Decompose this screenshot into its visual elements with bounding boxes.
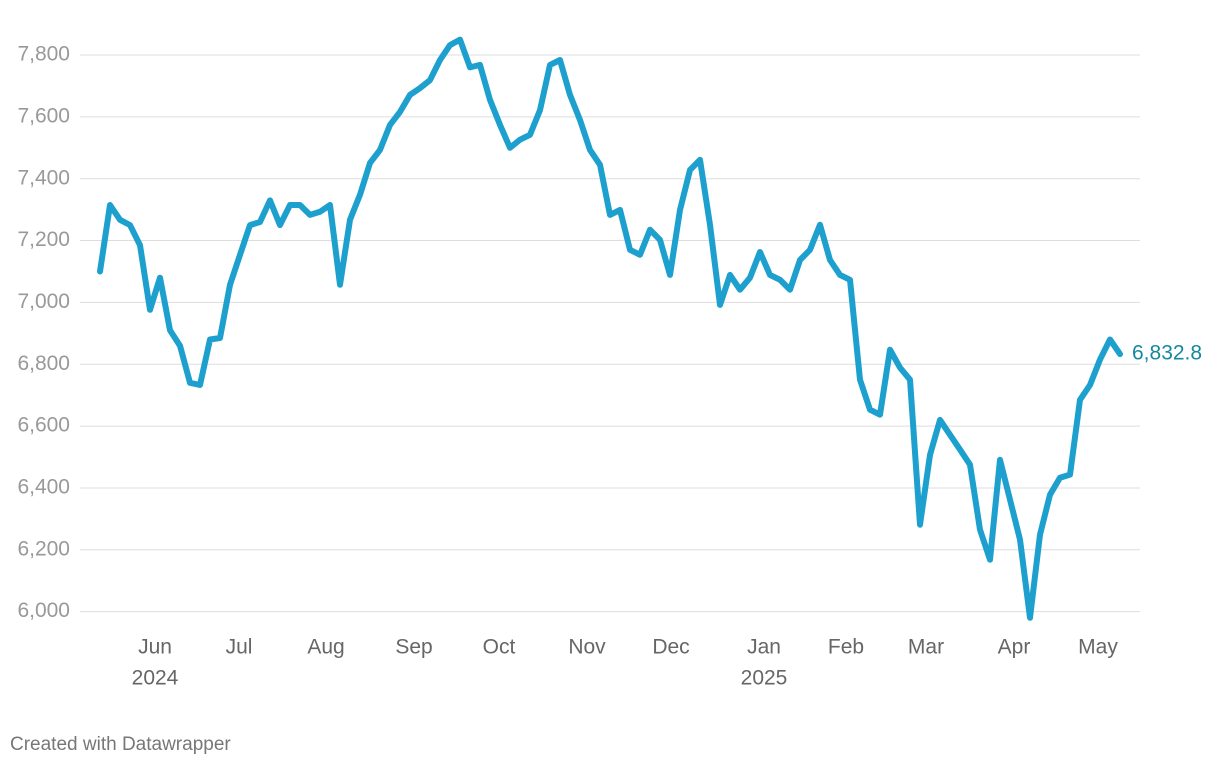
series-line bbox=[97, 36, 1123, 621]
x-tick-label: Feb bbox=[828, 636, 864, 659]
x-tick-label: Aug bbox=[307, 636, 344, 659]
x-tick-label: Oct bbox=[483, 636, 516, 659]
y-tick-label: 7,600 bbox=[17, 104, 70, 127]
x-year-label: 2024 bbox=[132, 667, 179, 690]
x-tick-label: Dec bbox=[652, 636, 689, 659]
x-tick-label: Jun bbox=[138, 636, 172, 659]
x-tick-label: Nov bbox=[568, 636, 606, 659]
x-tick-label: Jan bbox=[747, 636, 781, 659]
y-tick-label: 7,200 bbox=[17, 228, 70, 251]
y-tick-label: 6,800 bbox=[17, 352, 70, 375]
y-tick-label: 7,000 bbox=[17, 290, 70, 313]
y-tick-label: 6,600 bbox=[17, 414, 70, 437]
last-value-label: 6,832.8 bbox=[1132, 342, 1202, 365]
x-tick-label: Sep bbox=[395, 636, 432, 659]
x-tick-label: Jul bbox=[226, 636, 253, 659]
y-tick-label: 6,400 bbox=[17, 475, 70, 498]
x-tick-label: May bbox=[1078, 636, 1118, 659]
y-tick-label: 7,800 bbox=[17, 43, 70, 66]
x-year-label: 2025 bbox=[741, 667, 788, 690]
x-tick-label: Apr bbox=[998, 636, 1031, 659]
y-tick-label: 7,400 bbox=[17, 166, 70, 189]
x-tick-label: Mar bbox=[908, 636, 944, 659]
y-tick-label: 6,200 bbox=[17, 537, 70, 560]
y-tick-label: 6,000 bbox=[17, 599, 70, 622]
credit: Created with Datawrapper bbox=[10, 734, 231, 755]
